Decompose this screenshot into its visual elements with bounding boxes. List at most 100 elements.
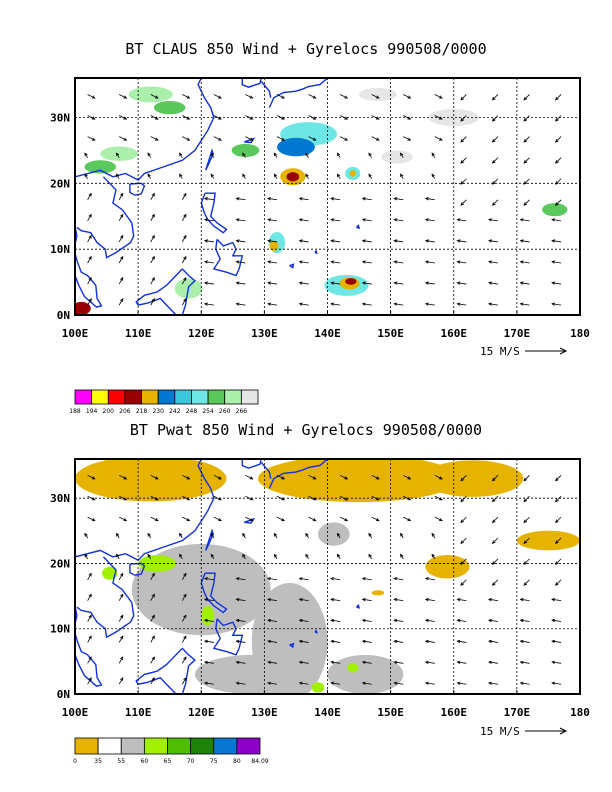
wind-vector-58	[236, 619, 246, 622]
wind-vector-174	[555, 115, 562, 122]
wind-arrowhead	[235, 681, 240, 685]
wind-vector-60	[236, 578, 246, 581]
wind-arrowhead	[203, 197, 208, 201]
wind-arrowhead	[210, 553, 214, 558]
wind-arrowhead	[431, 532, 435, 537]
wind-arrowhead	[456, 302, 461, 306]
wind-arrowhead	[88, 192, 92, 197]
wind-vector-129	[434, 516, 443, 522]
wind-vector-111	[394, 282, 404, 285]
wind-vector-141	[460, 115, 467, 122]
wind-vector-138	[460, 558, 467, 565]
wind-arrowhead	[305, 173, 309, 178]
wind-arrowhead	[183, 572, 187, 577]
wind-arrowhead	[523, 181, 528, 185]
wind-arrowhead	[91, 116, 96, 120]
plot-area	[75, 459, 580, 694]
wind-arrowhead	[267, 577, 271, 581]
wind-vector-0	[87, 298, 92, 306]
wind-vector-21	[119, 474, 127, 480]
wind-vector-44	[204, 682, 214, 685]
wind-vector-10	[87, 474, 96, 480]
wind-vector-135	[457, 619, 467, 622]
x-tick-label: 180	[570, 706, 590, 719]
field-region-3	[516, 530, 580, 551]
wind-vector-130	[434, 115, 443, 120]
wind-arrowhead	[460, 477, 464, 482]
wind-arrowhead	[491, 561, 496, 565]
wind-arrowhead	[249, 137, 254, 141]
wind-vector-118	[403, 136, 411, 141]
wind-vector-92	[331, 219, 341, 222]
wind-arrowhead	[203, 302, 208, 306]
field-region-0	[75, 459, 227, 502]
wind-arrowhead	[91, 476, 96, 480]
wind-arrowhead	[298, 260, 303, 264]
wind-arrowhead	[551, 239, 556, 243]
chart-title-top: BT CLAUS 850 Wind + Gyrelocs 990508/0000	[125, 40, 487, 58]
wind-arrowhead	[210, 173, 214, 178]
colorbar-label: 65	[164, 758, 172, 765]
wind-vector-138	[460, 178, 467, 185]
wind-vector-34	[181, 277, 187, 285]
wind-arrowhead	[183, 614, 187, 619]
wind-vector-64	[245, 115, 253, 120]
wind-arrowhead	[147, 532, 151, 537]
wind-vector-13	[118, 256, 124, 264]
colorbar-box-5	[190, 737, 215, 755]
wind-arrowhead	[235, 260, 240, 264]
wind-vector-57	[236, 640, 246, 643]
wind-vector-172	[555, 157, 562, 164]
wind-vector-46	[204, 261, 214, 264]
wind-vector-1	[87, 277, 92, 285]
wind-arrowhead	[179, 553, 183, 558]
colorbar-label: 70	[187, 758, 195, 765]
wind-arrowhead	[330, 577, 335, 581]
wind-vector-74	[276, 136, 285, 141]
wind-vector-162	[523, 136, 530, 143]
field-region-5	[277, 137, 315, 157]
wind-vector-157	[520, 240, 530, 243]
coastline-10	[241, 78, 262, 88]
wind-vector-114	[394, 219, 404, 222]
wind-arrowhead	[267, 302, 271, 306]
wind-arrowhead	[312, 497, 317, 501]
coastline-2	[75, 225, 103, 308]
wind-arrowhead	[519, 302, 524, 306]
field-region-12	[269, 240, 279, 252]
wind-arrowhead	[555, 117, 559, 122]
wind-arrowhead	[218, 518, 222, 522]
colorbar-label: 248	[186, 408, 198, 415]
wind-arrowhead	[203, 260, 208, 264]
wind-vector-147	[488, 598, 498, 602]
wind-arrowhead	[235, 618, 240, 623]
wind-vector-47	[204, 619, 214, 622]
wind-vector-16	[118, 193, 124, 200]
wind-arrowhead	[281, 518, 286, 522]
wind-arrowhead	[361, 197, 366, 201]
wind-arrowhead	[344, 95, 349, 99]
wind-vector-54	[213, 94, 222, 99]
wind-vector-37	[181, 214, 187, 222]
wind-vector-167	[552, 640, 562, 643]
wind-vector-2	[87, 635, 92, 643]
wind-arrowhead	[203, 598, 208, 602]
wind-vector-42	[182, 495, 190, 501]
wind-vector-77	[299, 303, 309, 306]
wind-arrowhead	[267, 618, 271, 623]
wind-arrowhead	[154, 518, 159, 522]
wind-vector-146	[488, 240, 498, 243]
wind-arrowhead	[344, 116, 349, 120]
wind-vector-19	[119, 136, 127, 141]
wind-vector-119	[403, 495, 411, 501]
wind-vector-151	[492, 516, 499, 523]
wind-arrowhead	[424, 197, 429, 201]
wind-arrowhead	[120, 213, 124, 218]
wind-arrowhead	[88, 635, 92, 640]
wind-arrowhead	[407, 518, 412, 522]
wind-arrowhead	[555, 519, 559, 524]
reference-vector-head	[559, 347, 568, 355]
colorbar-box-7	[191, 389, 209, 405]
wind-arrowhead	[330, 598, 335, 602]
